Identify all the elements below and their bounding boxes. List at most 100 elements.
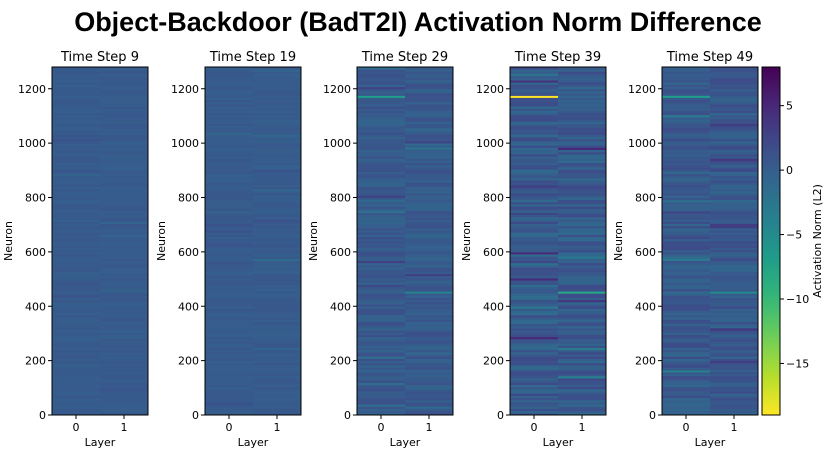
heatmap-cell bbox=[100, 119, 149, 122]
heatmap-cell bbox=[357, 90, 406, 94]
heatmap-cell bbox=[510, 90, 559, 94]
heatmap-cell bbox=[205, 143, 254, 146]
heatmap-cell bbox=[253, 362, 302, 366]
heatmap-cell bbox=[558, 167, 607, 170]
heatmap-cell bbox=[100, 145, 149, 148]
heatmap-cell bbox=[205, 190, 254, 194]
heatmap-cell bbox=[710, 230, 759, 233]
heatmap-cell bbox=[710, 275, 759, 279]
heatmap-cell bbox=[253, 247, 302, 251]
heatmap-cell bbox=[558, 121, 607, 124]
heatmap-cell bbox=[52, 206, 101, 209]
heatmap-cell bbox=[205, 301, 254, 305]
heatmap-cell bbox=[710, 273, 759, 277]
heatmap-cell bbox=[558, 373, 607, 377]
heatmap-cell bbox=[253, 125, 302, 129]
heatmap-cell bbox=[100, 277, 149, 281]
heatmap-cell bbox=[52, 130, 101, 133]
heatmap-cell bbox=[662, 267, 711, 270]
heatmap-cell bbox=[357, 282, 406, 285]
heatmap-cell bbox=[52, 334, 101, 338]
heatmap-cell bbox=[205, 73, 254, 77]
heatmap-cell bbox=[100, 80, 149, 83]
heatmap-cell bbox=[205, 225, 254, 229]
heatmap-cell bbox=[558, 180, 607, 183]
heatmap-cell bbox=[558, 90, 607, 94]
heatmap-cell bbox=[357, 132, 406, 135]
heatmap-cell bbox=[52, 367, 101, 370]
heatmap-cell bbox=[662, 217, 711, 220]
heatmap-cell bbox=[205, 399, 254, 403]
heatmap-cell bbox=[558, 80, 607, 83]
heatmap-cell bbox=[52, 77, 101, 81]
heatmap-cell bbox=[710, 343, 759, 346]
heatmap-cell bbox=[253, 225, 302, 229]
heatmap-cell bbox=[662, 117, 711, 120]
heatmap-cell bbox=[253, 312, 302, 316]
heatmap-cell bbox=[253, 260, 302, 264]
heatmap-cell bbox=[558, 254, 607, 257]
heatmap-cell bbox=[558, 245, 607, 248]
heatmap-cell bbox=[253, 160, 302, 164]
heatmap-cell bbox=[710, 364, 759, 368]
heatmap-cell bbox=[253, 406, 302, 409]
heatmap-cell bbox=[710, 247, 759, 251]
heatmap-cell bbox=[357, 371, 406, 375]
heatmap-cell bbox=[710, 221, 759, 224]
heatmap-cell bbox=[710, 160, 759, 164]
heatmap-cell bbox=[510, 388, 559, 392]
heatmap-cell bbox=[52, 258, 101, 261]
heatmap-cell bbox=[253, 262, 302, 266]
heatmap-cell bbox=[205, 251, 254, 255]
heatmap-cell bbox=[710, 88, 759, 92]
heatmap-cell bbox=[357, 251, 406, 255]
heatmap-cell bbox=[52, 382, 101, 385]
heatmap-cell bbox=[662, 123, 711, 127]
heatmap-cell bbox=[510, 162, 559, 166]
heatmap-cell bbox=[558, 201, 607, 205]
heatmap-cell bbox=[357, 338, 406, 342]
heatmap-cell bbox=[205, 230, 254, 233]
heatmap-cell bbox=[357, 169, 406, 172]
heatmap-cell bbox=[52, 73, 101, 77]
heatmap-cell bbox=[253, 140, 302, 144]
heatmap-cell bbox=[558, 219, 607, 222]
heatmap-cell bbox=[558, 251, 607, 255]
heatmap-cell bbox=[205, 293, 254, 296]
heatmap-cell bbox=[205, 110, 254, 114]
heatmap-cell bbox=[357, 151, 406, 155]
heatmap-cell bbox=[405, 225, 454, 229]
heatmap-cell bbox=[100, 291, 149, 294]
heatmap-cell bbox=[253, 184, 302, 188]
heatmap-cell bbox=[357, 254, 406, 257]
heatmap-cell bbox=[662, 280, 711, 283]
heatmap-cell bbox=[357, 328, 406, 331]
heatmap-cell bbox=[662, 67, 711, 70]
heatmap-cell bbox=[510, 199, 559, 203]
heatmap-cell bbox=[52, 288, 101, 292]
heatmap-cell bbox=[205, 154, 254, 157]
y-tick-label: 400 bbox=[483, 300, 504, 313]
heatmap-cell bbox=[100, 130, 149, 133]
heatmap-cell bbox=[510, 354, 559, 357]
heatmap-cell bbox=[510, 247, 559, 251]
heatmap-cell bbox=[100, 171, 149, 174]
panel-title: Time Step 39 bbox=[514, 50, 601, 65]
heatmap-cell bbox=[558, 86, 607, 90]
heatmap-cell bbox=[253, 145, 302, 148]
highlight-cell bbox=[662, 370, 710, 373]
heatmap-cell bbox=[52, 404, 101, 407]
heatmap-cell bbox=[52, 310, 101, 314]
heatmap-cell bbox=[357, 341, 406, 344]
heatmap-cell bbox=[357, 123, 406, 127]
heatmap-cell bbox=[405, 321, 454, 325]
heatmap-cell bbox=[100, 158, 149, 161]
axes-frame bbox=[204, 66, 302, 416]
heatmap-cell bbox=[710, 90, 759, 94]
heatmap-cell bbox=[662, 338, 711, 342]
heatmap-cell bbox=[100, 160, 149, 164]
heatmap-cell bbox=[205, 121, 254, 124]
heatmap-cell bbox=[52, 214, 101, 218]
heatmap-cell bbox=[253, 180, 302, 183]
